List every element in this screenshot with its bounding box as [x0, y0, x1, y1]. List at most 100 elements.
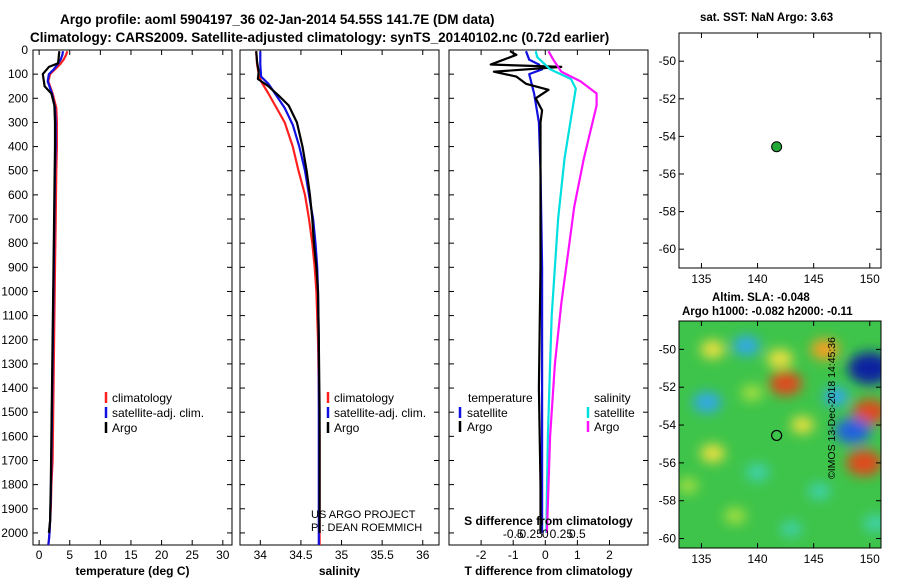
x-tick-label: 25: [186, 548, 200, 562]
map-y-tick-label: -52: [659, 92, 677, 106]
map-y-tick-label: -58: [659, 205, 677, 219]
x-axis-label: temperature (deg C): [75, 564, 189, 578]
map-x-tick-label: 140: [748, 272, 768, 286]
x-tick-label: 35: [335, 548, 349, 562]
series-line-salinity_satellite: [534, 50, 577, 533]
heatmap-cell: [847, 352, 881, 385]
credit-line2: PI: DEAN ROEMMICH: [311, 522, 422, 534]
heatmap-cell: [700, 444, 725, 463]
depth-tick-label: 500: [8, 164, 28, 178]
map-frame: [678, 32, 882, 269]
top-tick-label: 0: [542, 527, 549, 541]
series-line-salinity_argo: [545, 50, 598, 533]
depth-tick-label: 1700: [1, 453, 28, 467]
heatmap-cell: [780, 521, 803, 538]
argo-position-marker: [771, 429, 783, 442]
x-tick-label: 34.5: [289, 548, 313, 562]
sla-map-title-line1: Altim. SLA: -0.048: [712, 292, 810, 304]
legend-title-temperature: temperature: [468, 391, 533, 405]
heatmap-cell: [741, 384, 763, 401]
depth-tick-label: 1000: [1, 284, 28, 298]
x-tick-label: -2: [476, 548, 487, 562]
depth-tick-label: 900: [8, 260, 28, 274]
map-x-tick-label: 145: [804, 552, 824, 566]
depth-tick-label: 1100: [2, 309, 28, 323]
top-tick-label: 0.5: [569, 527, 586, 541]
panel-frame: [32, 49, 233, 546]
series-line-argo: [255, 51, 321, 533]
x-tick-label: -1: [508, 548, 519, 562]
x-tick-label: 34: [254, 548, 268, 562]
depth-tick-label: 2000: [1, 526, 28, 540]
map-y-tick-label: -50: [659, 342, 677, 356]
map-x-tick-label: 140: [748, 552, 768, 566]
heatmap-cell: [807, 482, 831, 500]
map-y-tick-label: -60: [659, 532, 677, 546]
top-axis-label: S difference from climatology: [464, 514, 633, 528]
legend-label-argo: Argo: [334, 421, 360, 435]
depth-tick-label: 1400: [1, 381, 28, 395]
heatmap-cell: [823, 387, 850, 407]
depth-tick-label: 100: [8, 67, 28, 81]
x-tick-label: 35.5: [370, 548, 394, 562]
x-tick-label: 30: [216, 548, 230, 562]
sla-map-title-line2: Argo h1000: -0.082 h2000: -0.11: [682, 306, 853, 318]
legend-label-s-salinity_satellite: satellite: [594, 406, 635, 420]
depth-tick-label: 400: [8, 140, 28, 154]
depth-tick-label: 0: [21, 43, 28, 57]
heatmap-cell: [863, 514, 881, 533]
x-axis-label: salinity: [319, 564, 361, 578]
imos-timestamp: ©IMOS 13-Dec-2018 14:45:36: [826, 337, 838, 479]
heatmap-cell: [835, 417, 871, 444]
credit-line1: US ARGO PROJECT: [311, 509, 416, 521]
depth-tick-label: 1200: [1, 333, 28, 347]
heatmap-cell: [745, 463, 770, 482]
heatmap-cell: [790, 416, 814, 434]
legend-label-satellite: satellite-adj. clim.: [334, 406, 426, 420]
map-x-tick-label: 150: [860, 552, 880, 566]
depth-tick-label: 700: [8, 212, 28, 226]
map-y-tick-label: -56: [659, 456, 677, 470]
heatmap-cell: [769, 371, 803, 396]
x-tick-label: 5: [66, 548, 73, 562]
panel-frame: [239, 49, 440, 546]
x-axis-label: T difference from climatology: [464, 564, 632, 578]
top-tick-label: -0.25: [516, 527, 544, 541]
legend-label-t-argo: Argo: [467, 420, 493, 434]
heatmap-cell: [852, 399, 881, 425]
heatmap-cell: [679, 478, 699, 494]
series-line-argo: [41, 51, 61, 534]
figure-title-line1: Argo profile: aoml 5904197_36 02-Jan-201…: [60, 12, 495, 27]
map-x-tick-label: 135: [691, 272, 711, 286]
series-line-satellite: [524, 50, 544, 533]
sla-heatmap-group: [679, 321, 881, 548]
depth-tick-label: 200: [8, 91, 28, 105]
map-y-tick-label: -60: [659, 242, 677, 256]
map-y-tick-label: -52: [659, 380, 677, 394]
map-y-tick-label: -56: [659, 167, 677, 181]
heatmap-cell: [724, 507, 746, 524]
heatmap-cell: [846, 449, 881, 476]
heatmap-cell: [692, 391, 722, 413]
depth-tick-label: 300: [8, 115, 28, 129]
figure-title-line2: Climatology: CARS2009. Satellite-adjuste…: [30, 30, 610, 45]
x-tick-label: 15: [124, 548, 138, 562]
map-y-tick-label: -54: [659, 129, 677, 143]
top-tick-label: -0.5: [503, 527, 524, 541]
x-tick-label: 20: [155, 548, 169, 562]
map-x-tick-label: 145: [804, 272, 824, 286]
heatmap-cell: [810, 338, 840, 360]
x-tick-label: 2: [606, 548, 613, 562]
depth-tick-label: 1800: [1, 478, 28, 492]
x-tick-label: 0: [36, 548, 43, 562]
top-tick-label: 0.25: [550, 527, 574, 541]
depth-tick-label: 1900: [1, 502, 28, 516]
legend-label-t-satellite: satellite: [467, 406, 508, 420]
heatmap-blobs: [679, 335, 881, 538]
depth-tick-label: 800: [8, 236, 28, 250]
sst-map-title: sat. SST: NaN Argo: 3.63: [700, 12, 834, 24]
map-y-tick-label: -54: [659, 418, 677, 432]
depth-tick-label: 1600: [1, 429, 28, 443]
map-frame: [678, 320, 882, 549]
